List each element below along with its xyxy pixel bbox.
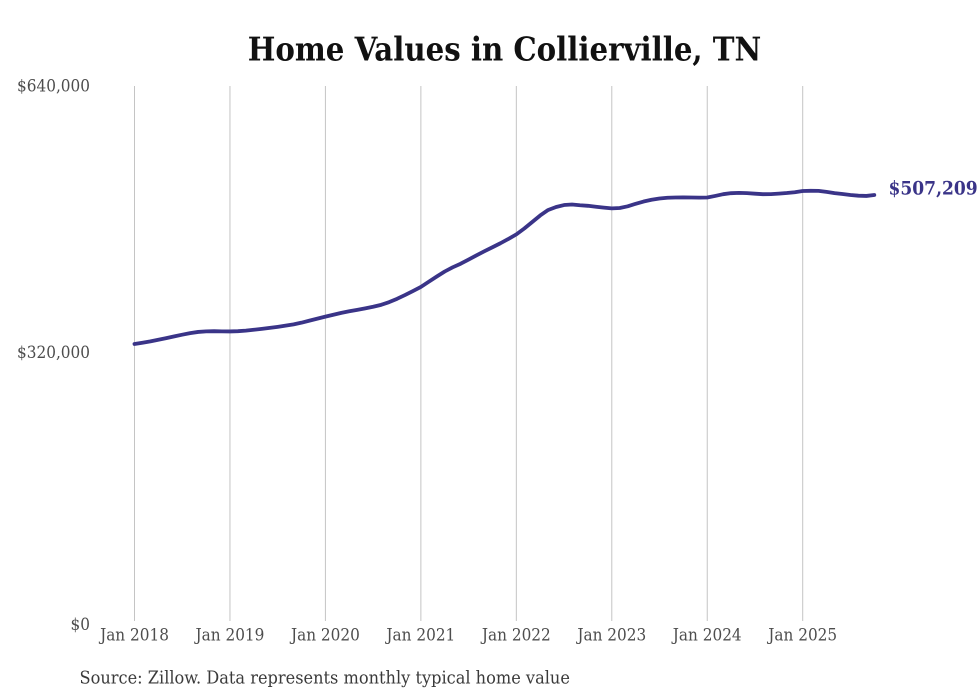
x-axis-label-jan-2024: Jan 2024 <box>671 626 742 646</box>
x-axis-labels-group: Jan 2018 Jan 2019 Jan 2020 Jan 2021 Jan 2022… <box>98 626 837 646</box>
x-axis-label-jan-2021: Jan 2021 <box>384 626 455 646</box>
y-axis-label-0: $0 <box>71 615 90 635</box>
source-note: Source: Zillow. Data represents monthly … <box>80 668 570 689</box>
x-axis-label-jan-2018: Jan 2018 <box>98 626 169 646</box>
x-axis-label-jan-2020: Jan 2020 <box>289 626 360 646</box>
chart-title: Home Values in Collierville, TN <box>248 30 762 69</box>
x-axis-label-jan-2023: Jan 2023 <box>575 626 646 646</box>
gridlines-group <box>134 86 804 621</box>
x-axis-label-jan-2019: Jan 2019 <box>194 626 265 646</box>
x-axis-label-jan-2022: Jan 2022 <box>480 626 551 646</box>
x-axis-label-jan-2025: Jan 2025 <box>766 626 837 646</box>
home-value-line <box>132 188 877 346</box>
latest-value-label: $507,209 <box>889 178 978 200</box>
y-axis-label-640000: $640,000 <box>17 76 90 96</box>
y-axis-label-320000: $320,000 <box>17 343 90 363</box>
y-axis-labels-group: $0 $320,000 $640,000 <box>17 76 90 635</box>
